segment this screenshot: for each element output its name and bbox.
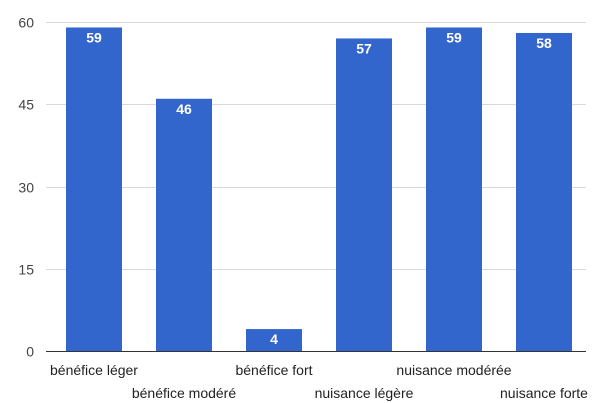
- x-tick-label: bénéfice modéré: [132, 385, 237, 401]
- bar-value-label: 46: [176, 101, 192, 117]
- y-tick-label: 15: [18, 262, 34, 278]
- y-tick-label: 60: [18, 15, 34, 31]
- x-tick-label: nuisance modérée: [396, 362, 511, 378]
- bar: [336, 38, 392, 351]
- bar: [516, 32, 572, 351]
- y-tick-label: 45: [18, 97, 34, 113]
- bar: [66, 27, 122, 351]
- x-tick-label: bénéfice fort: [235, 362, 312, 378]
- x-axis: bénéfice léger bénéfice modéré bénéfice fo…: [50, 362, 588, 401]
- bar-value-label: 59: [86, 29, 102, 45]
- bar-value-label: 4: [270, 331, 278, 347]
- gridlines: [46, 22, 586, 352]
- bar-value-label: 59: [446, 29, 462, 45]
- bar: [156, 98, 212, 352]
- y-tick-label: 30: [18, 180, 34, 196]
- y-tick-label: 0: [26, 344, 34, 360]
- bar-value-label: 57: [356, 40, 372, 56]
- bar: [426, 27, 482, 351]
- y-axis: 0 15 30 45 60: [18, 15, 34, 360]
- x-tick-label: nuisance légère: [315, 385, 414, 401]
- bars: 59 46 4 57 59 58: [66, 27, 572, 352]
- x-tick-label: nuisance forte: [500, 385, 588, 401]
- bar: [246, 329, 302, 351]
- bar-value-label: 58: [536, 35, 552, 51]
- x-tick-label: bénéfice léger: [50, 362, 138, 378]
